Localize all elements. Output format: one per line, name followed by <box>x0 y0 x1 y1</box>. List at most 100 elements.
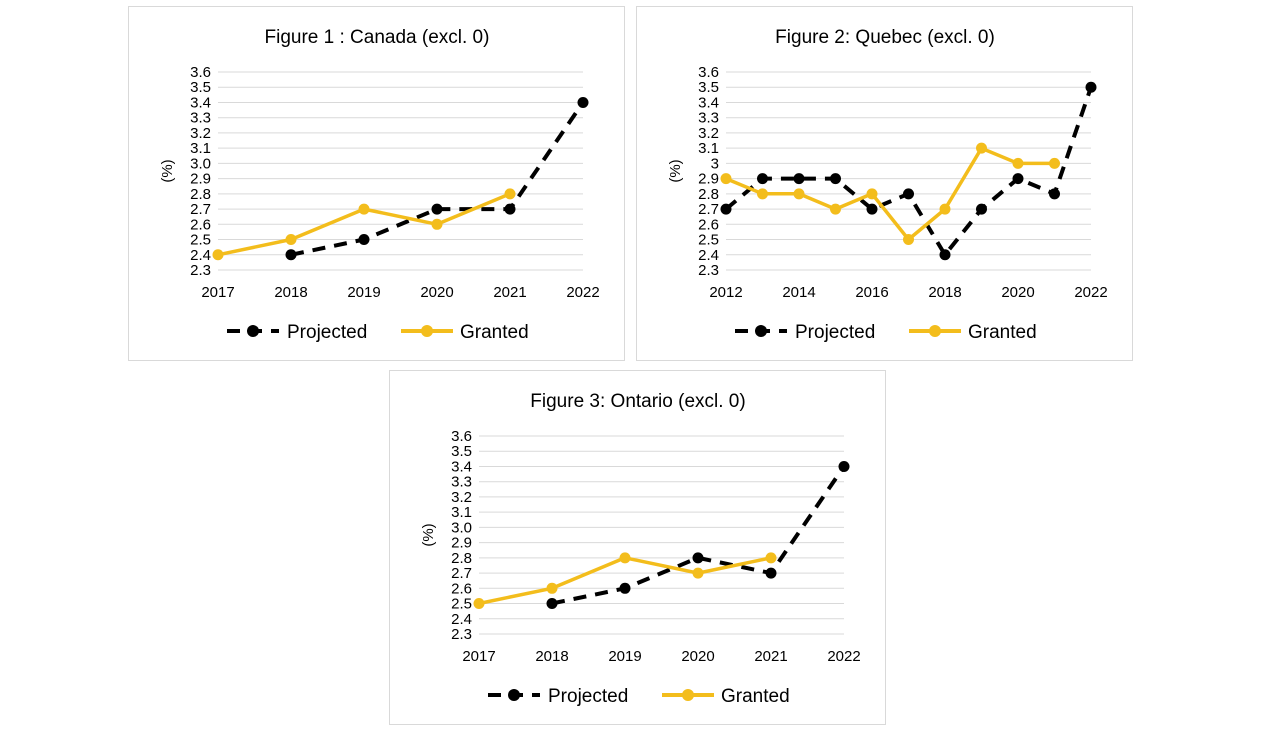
y-tick-label: 3 <box>711 155 719 172</box>
y-tick-label: 2.9 <box>698 171 719 188</box>
y-axis-title: (%) <box>420 523 437 546</box>
legend-marker-granted <box>682 689 694 701</box>
x-tick-label: 2017 <box>462 648 495 665</box>
x-tick-label: 2018 <box>535 648 568 665</box>
x-tick-label: 2022 <box>566 284 599 301</box>
series-line-projected <box>290 101 585 257</box>
x-tick-label: 2020 <box>681 648 714 665</box>
y-axis-title: (%) <box>159 159 176 182</box>
x-tick-label: 2017 <box>201 284 234 301</box>
chart-svg-quebec: Figure 2: Quebec (excl. 0)2.32.42.52.62.… <box>667 27 1108 343</box>
x-tick-label: 2022 <box>827 648 860 665</box>
y-tick-label: 2.6 <box>698 216 719 233</box>
series-line-projected <box>724 86 1093 257</box>
data-point-projected <box>692 552 704 564</box>
data-point-granted <box>431 218 443 230</box>
x-tick-label: 2014 <box>782 284 815 301</box>
y-tick-label: 3.5 <box>451 443 472 460</box>
y-tick-label: 2.9 <box>451 535 472 552</box>
data-point-projected <box>577 96 589 108</box>
data-point-projected <box>619 582 631 594</box>
chart-title: Figure 3: Ontario (excl. 0) <box>530 391 745 412</box>
data-point-granted <box>757 188 768 200</box>
y-tick-label: 3.0 <box>451 519 472 536</box>
data-point-projected <box>1085 81 1097 93</box>
y-tick-label: 3.1 <box>698 140 719 157</box>
x-tick-label: 2021 <box>754 648 787 665</box>
chart-title: Figure 1 : Canada (excl. 0) <box>265 27 490 48</box>
y-tick-label: 2.6 <box>451 580 472 597</box>
chart-panel-quebec: Figure 2: Quebec (excl. 0) 2.3 2.4 2.5 2.6 2.… <box>636 6 1133 361</box>
data-point-granted <box>939 203 951 215</box>
y-tick-label: 2.4 <box>698 247 719 264</box>
y-tick-label: 2.6 <box>190 216 211 233</box>
y-tick-label: 2.4 <box>190 247 211 264</box>
y-tick-label: 3.1 <box>190 140 211 157</box>
data-point-granted <box>903 234 914 246</box>
data-point-projected <box>976 203 987 215</box>
y-tick-label: 3.6 <box>451 428 472 445</box>
y-tick-label: 2.3 <box>698 262 719 279</box>
x-tick-label: 2020 <box>420 284 453 301</box>
data-point-projected <box>838 460 850 472</box>
data-point-granted <box>793 188 805 200</box>
legend-marker-projected <box>247 325 259 337</box>
y-tick-label: 2.7 <box>451 565 472 582</box>
y-tick-label: 3.6 <box>698 64 719 81</box>
y-tick-label: 3.0 <box>190 155 211 172</box>
y-tick-label: 3.2 <box>190 125 211 142</box>
chart-svg-ontario: Figure 3: Ontario (excl. 0)2.32.42.52.62… <box>420 391 861 707</box>
y-tick-label: 3.4 <box>190 94 211 111</box>
y-tick-label: 2.5 <box>698 232 719 249</box>
y-tick-label: 2.7 <box>190 201 211 218</box>
y-tick-label: 2.5 <box>190 232 211 249</box>
y-tick-label: 2.8 <box>451 550 472 567</box>
legend-marker-granted <box>421 325 433 337</box>
y-tick-label: 3.3 <box>698 110 719 127</box>
data-point-granted <box>285 234 297 246</box>
legend-label-granted: Granted <box>721 686 790 707</box>
y-tick-label: 3.3 <box>451 474 472 491</box>
data-point-granted <box>692 567 704 579</box>
data-point-projected <box>431 203 443 215</box>
x-tick-label: 2018 <box>928 284 961 301</box>
y-axis-title: (%) <box>667 159 684 182</box>
chart-panel-canada: Figure 1 : Canada (excl. 0) 2.3 2.4 2.5 2.6 2… <box>128 6 625 361</box>
chart-svg-canada: Figure 1 : Canada (excl. 0)2.32.42.52.62… <box>159 27 600 343</box>
y-tick-label: 3.5 <box>190 79 211 96</box>
y-tick-label: 3.3 <box>190 110 211 127</box>
y-tick-label: 2.9 <box>190 171 211 188</box>
y-tick-label: 2.3 <box>190 262 211 279</box>
data-point-granted <box>765 552 777 564</box>
y-tick-label: 2.4 <box>451 611 472 628</box>
series-line-granted <box>725 146 1055 242</box>
data-point-projected <box>939 249 951 261</box>
data-point-granted <box>619 552 631 564</box>
data-point-projected <box>903 188 914 200</box>
data-point-granted <box>866 188 878 200</box>
data-point-projected <box>793 173 805 185</box>
data-point-granted <box>212 249 224 261</box>
data-point-projected <box>504 203 516 215</box>
legend-label-projected: Projected <box>287 322 367 343</box>
data-point-granted <box>473 598 485 610</box>
data-point-projected <box>358 234 370 246</box>
legend-label-projected: Projected <box>795 322 875 343</box>
y-tick-label: 3.4 <box>698 94 719 111</box>
data-point-granted <box>1049 157 1060 169</box>
y-tick-label: 3.4 <box>451 458 472 475</box>
x-tick-label: 2022 <box>1074 284 1107 301</box>
x-tick-label: 2019 <box>347 284 380 301</box>
data-point-granted <box>1012 157 1024 169</box>
data-point-projected <box>866 203 878 215</box>
x-tick-label: 2016 <box>855 284 888 301</box>
data-point-granted <box>546 582 558 594</box>
x-tick-label: 2018 <box>274 284 307 301</box>
data-point-granted <box>830 203 841 215</box>
data-point-projected <box>285 249 297 261</box>
legend-marker-projected <box>508 689 520 701</box>
data-point-projected <box>546 598 558 610</box>
legend-marker-granted <box>929 325 941 337</box>
legend-label-granted: Granted <box>460 322 529 343</box>
x-tick-label: 2021 <box>493 284 526 301</box>
